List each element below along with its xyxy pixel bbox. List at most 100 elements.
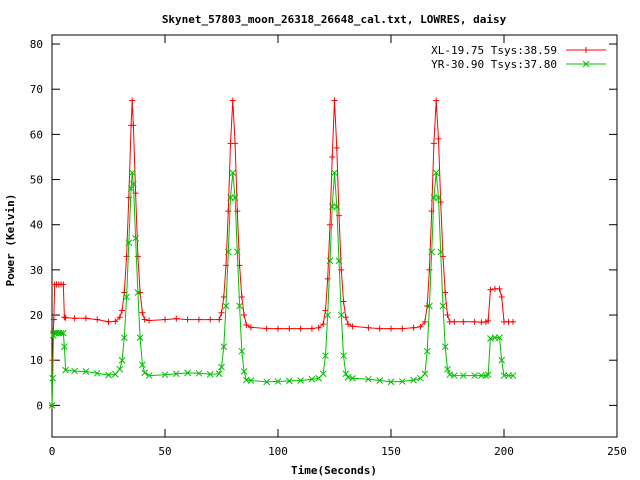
data-point — [337, 311, 345, 319]
data-point — [120, 334, 128, 341]
data-point — [49, 374, 57, 382]
data-point — [127, 185, 135, 192]
data-point — [207, 316, 214, 323]
data-point — [450, 372, 458, 379]
data-point — [345, 321, 352, 328]
data-point — [62, 314, 69, 321]
data-point — [82, 368, 90, 375]
data-point — [319, 370, 327, 378]
x-tick-label: 50 — [158, 445, 171, 458]
data-point — [421, 370, 429, 378]
data-point — [482, 372, 490, 379]
data-point — [326, 221, 333, 228]
data-point — [263, 378, 271, 386]
data-point — [335, 257, 343, 265]
data-point — [333, 203, 341, 210]
y-tick-label: 30 — [30, 264, 43, 277]
data-point — [139, 309, 146, 316]
plot-area — [48, 97, 517, 409]
data-point — [320, 321, 327, 328]
data-point — [315, 324, 322, 331]
data-point — [435, 194, 442, 201]
y-tick-label: 0 — [36, 399, 43, 412]
x-tick-label: 100 — [268, 445, 288, 458]
data-point — [441, 343, 449, 351]
data-point — [206, 370, 214, 378]
data-point — [119, 307, 126, 314]
data-point — [432, 169, 440, 177]
data-point — [247, 324, 254, 331]
data-point — [224, 248, 232, 256]
data-point — [130, 122, 137, 129]
data-point — [435, 135, 442, 142]
data-point — [365, 375, 372, 383]
data-point — [116, 314, 123, 321]
data-point — [263, 325, 270, 332]
data-point — [308, 375, 316, 383]
data-point — [240, 368, 248, 375]
data-point — [128, 169, 136, 177]
data-point — [162, 316, 168, 323]
data-point — [57, 329, 65, 337]
data-point — [82, 315, 89, 322]
data-point — [398, 378, 406, 385]
data-point — [442, 289, 449, 296]
series — [48, 169, 517, 409]
data-point — [215, 370, 223, 378]
y-tick-label: 80 — [30, 38, 43, 51]
data-point — [324, 311, 332, 319]
data-point — [48, 402, 56, 409]
data-point — [496, 285, 503, 292]
data-point — [510, 318, 517, 325]
data-point — [376, 377, 384, 384]
data-point — [125, 239, 133, 247]
data-point — [141, 369, 149, 377]
y-tick-label: 10 — [30, 354, 43, 367]
data-point — [444, 365, 451, 373]
data-point — [417, 323, 424, 330]
data-point — [129, 97, 136, 104]
data-point — [173, 315, 180, 322]
data-point — [423, 347, 431, 355]
data-point — [229, 97, 236, 104]
data-point — [94, 316, 101, 323]
data-point — [297, 377, 304, 384]
data-point — [331, 169, 338, 177]
data-point — [509, 372, 517, 379]
data-point — [459, 372, 467, 379]
data-point — [218, 309, 225, 316]
data-point — [243, 321, 250, 328]
data-point — [60, 281, 67, 288]
data-point — [172, 370, 180, 378]
x-tick-label: 250 — [607, 445, 627, 458]
data-point — [161, 371, 169, 379]
data-point — [216, 316, 223, 323]
data-point — [184, 316, 191, 323]
data-point — [286, 325, 293, 332]
data-point — [340, 298, 347, 305]
data-point — [233, 248, 241, 256]
data-point — [460, 318, 467, 325]
data-point — [437, 248, 445, 256]
data-point — [349, 323, 356, 330]
series — [49, 97, 517, 409]
data-point — [231, 194, 239, 201]
data-point — [105, 371, 112, 379]
data-point — [139, 361, 146, 369]
data-point — [118, 356, 126, 364]
data-point — [496, 334, 503, 341]
data-point — [220, 293, 227, 300]
data-point — [275, 325, 281, 332]
x-tick-label: 0 — [49, 445, 56, 458]
data-point — [50, 316, 57, 323]
y-tick-label: 40 — [30, 219, 43, 232]
data-point — [365, 324, 372, 331]
data-point — [444, 312, 451, 319]
data-point — [134, 289, 142, 296]
data-point — [241, 312, 248, 319]
data-point — [326, 257, 334, 265]
data-point — [331, 97, 338, 104]
data-point — [238, 347, 246, 355]
data-point — [123, 293, 130, 301]
